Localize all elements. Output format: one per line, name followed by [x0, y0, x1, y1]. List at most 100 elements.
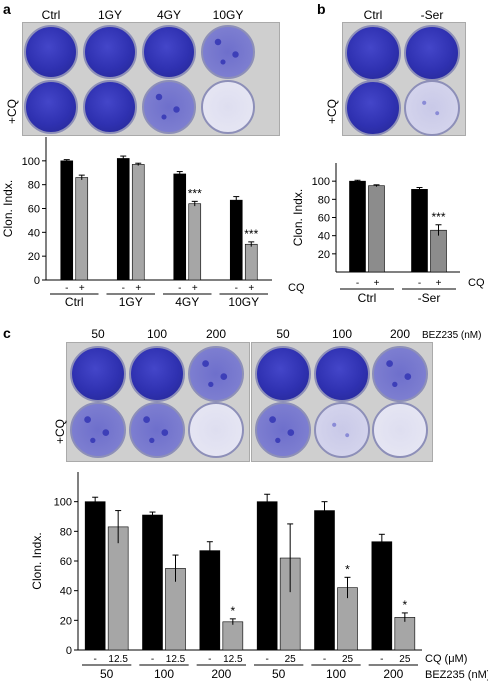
panel-b-dish-ser — [404, 25, 460, 81]
chart-b-y-tick-label: 60 — [318, 213, 330, 225]
panel-a-dish-4gy — [142, 25, 196, 79]
chart-a-y-tick-label: 40 — [28, 227, 40, 239]
chart-b-bar — [349, 180, 366, 273]
chart-a-cq-label: CQ — [288, 282, 305, 294]
chart-a-category-label: 4GY — [175, 295, 199, 309]
chart-a-y-tick-label: 100 — [22, 156, 40, 168]
chart-a-cq-mark: + — [248, 283, 254, 294]
panel-a-dish-ctrl — [24, 25, 78, 79]
chart-c-bar — [256, 501, 278, 651]
chart-c-cq-mark: - — [265, 654, 268, 665]
panel-a-dish-4gy-cq — [142, 80, 196, 134]
panel-b-dish-ser-cq — [404, 80, 460, 136]
panel-a-col-label: 4GY — [157, 8, 181, 22]
panel-a-dish-10gy-cq — [201, 80, 255, 134]
panel-c-dish-200-b-cq — [372, 402, 428, 458]
panel-c-col-label: 100 — [147, 327, 167, 341]
chart-b-bar — [411, 189, 428, 273]
chart-b-bar — [368, 185, 385, 273]
chart-c-bar — [222, 621, 244, 651]
chart-c-y-tick-label: 80 — [60, 526, 72, 538]
chart-c-bar — [84, 501, 106, 651]
chart-c-cq-label: CQ (μM) — [425, 653, 467, 665]
chart-a-cq-mark: + — [79, 283, 85, 294]
panel-c-dish-100-cq — [129, 402, 185, 458]
chart-c-bar — [199, 550, 221, 651]
chart-c-significance: * — [345, 562, 350, 576]
chart-b-ylabel: Clon. Indx. — [291, 189, 305, 246]
chart-b-cq-mark: - — [356, 278, 359, 289]
chart-b-y-tick-label: 100 — [312, 176, 330, 188]
panel-b-col-label: Ctrl — [364, 8, 383, 22]
chart-a-cq-mark: - — [235, 283, 238, 294]
panel-c-dish-50-cq — [70, 402, 126, 458]
chart-c-category-label: 100 — [154, 667, 174, 681]
chart-a-y-tick-label: 0 — [34, 275, 40, 287]
chart-b-y-tick-label: 20 — [318, 249, 330, 261]
panel-a-letter: a — [3, 1, 11, 17]
chart-a-cq-mark: - — [178, 283, 181, 294]
chart-c-cq-mark: 12.5 — [223, 654, 243, 665]
chart-b-cq-label: CQ — [468, 277, 485, 289]
chart-c-bar — [107, 526, 129, 651]
chart-a-significance: *** — [244, 227, 258, 241]
chart-b-significance: *** — [431, 210, 445, 224]
chart-a-bar — [173, 173, 187, 281]
chart-a-category-label: 1GY — [119, 295, 143, 309]
chart-c-bar — [142, 514, 163, 651]
chart-c-bar — [314, 510, 335, 651]
panel-c-dish-50-b — [255, 346, 311, 402]
panel-b-col-label: -Ser — [421, 8, 444, 22]
chart-b-cq-mark: + — [374, 278, 380, 289]
panel-c-dish-200 — [188, 346, 244, 402]
chart-c-cq-mark: - — [93, 654, 96, 665]
chart-c-bez-label: BEZ235 (nM) — [425, 669, 488, 681]
panel-c-dish-200-cq — [188, 402, 244, 458]
chart-c-cq-mark: - — [380, 654, 383, 665]
chart-b-y-tick-label: 80 — [318, 194, 330, 206]
panel-b-dish-ctrl-cq — [345, 80, 401, 136]
chart-a-bar — [60, 160, 74, 281]
chart-b-category-label: -Ser — [418, 291, 441, 305]
chart-c-category-label: 200 — [383, 667, 403, 681]
panel-c-col-label: 200 — [206, 327, 226, 341]
chart-a-bar — [229, 199, 243, 281]
chart-c-y-tick-label: 40 — [60, 586, 72, 598]
chart-a-cq-mark: + — [192, 283, 198, 294]
panel-c-col-label: 50 — [276, 327, 290, 341]
chart-c-bar — [371, 541, 393, 651]
chart-c-y-tick-label: 60 — [60, 556, 72, 568]
panel-c-dish-100-b — [314, 346, 370, 402]
panel-a-dish-1gy-cq — [83, 80, 137, 134]
chart-a-category-label: 10GY — [228, 295, 259, 309]
panel-c-row-label: +CQ — [53, 419, 67, 444]
panel-c-col-label: 100 — [332, 327, 352, 341]
panel-c-dish-100-b-cq — [314, 402, 370, 458]
chart-a-cq-mark: - — [122, 283, 125, 294]
panel-a-col-label: Ctrl — [42, 8, 61, 22]
chart-c-cq-mark: - — [151, 654, 154, 665]
chart-a-y-tick-label: 60 — [28, 204, 40, 216]
chart-a-y-tick-label: 80 — [28, 180, 40, 192]
chart-b-y-tick-label: 40 — [318, 231, 330, 243]
chart-a-y-tick-label: 20 — [28, 251, 40, 263]
chart-c-ylabel: Clon. Indx. — [30, 532, 44, 589]
panel-b-row-label: +CQ — [325, 99, 339, 124]
panel-a-row-label: +CQ — [5, 99, 19, 124]
chart-c-bar — [394, 617, 416, 651]
panel-c-dish-50 — [70, 346, 126, 402]
chart-c-y-tick-label: 0 — [66, 645, 72, 657]
chart-a-bar — [188, 203, 202, 281]
chart-a-ylabel: Clon. Indx. — [1, 180, 15, 237]
chart-c-category-label: 100 — [326, 667, 346, 681]
panel-a-dish-10gy — [201, 25, 255, 79]
panel-b-dish-ctrl — [345, 25, 401, 81]
chart-c-category-label: 200 — [211, 667, 231, 681]
chart-c-cq-mark: - — [208, 654, 211, 665]
chart-c-significance: * — [402, 598, 407, 612]
chart-c-cq-mark: 12.5 — [108, 654, 128, 665]
panel-a-col-label: 10GY — [213, 8, 244, 22]
